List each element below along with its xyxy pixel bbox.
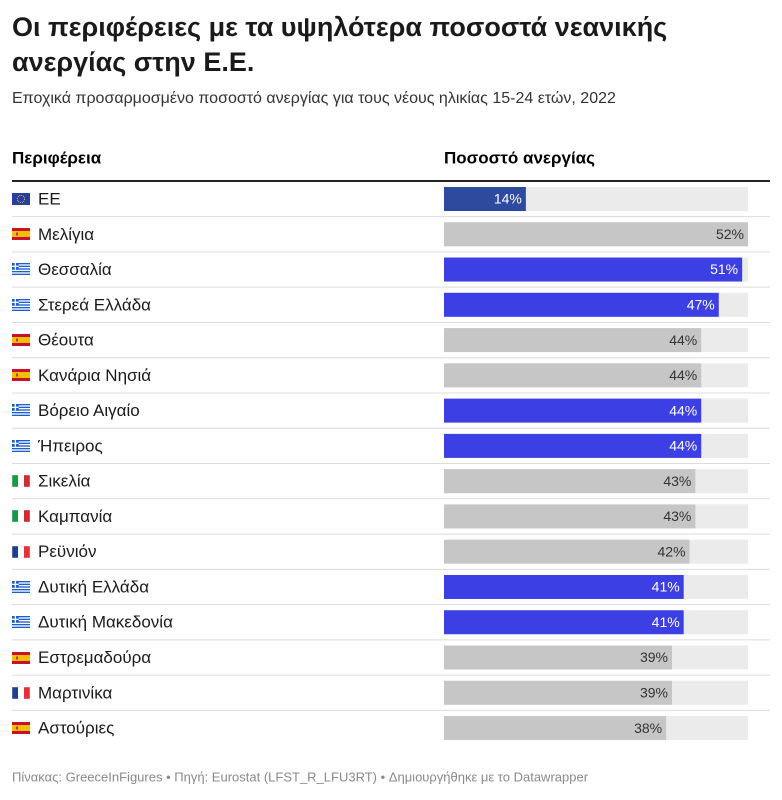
bar: [444, 610, 684, 635]
bar: [444, 398, 702, 423]
value-label: 39%: [640, 684, 668, 700]
bar: [444, 363, 702, 388]
value-label: 47%: [687, 297, 715, 313]
value-label: 43%: [663, 473, 691, 489]
value-label: 52%: [716, 226, 744, 242]
value-label: 42%: [658, 543, 686, 559]
bar: [444, 469, 696, 494]
row-label: Δυτική Ελλάδα: [38, 577, 149, 596]
row-label: Στερεά Ελλάδα: [38, 295, 151, 314]
value-label: 41%: [652, 579, 680, 595]
subtitle: Εποχικά προσαρμοσμένο ποσοστό ανεργίας γ…: [12, 90, 616, 107]
value-label: 41%: [652, 614, 680, 630]
bar: [444, 539, 690, 564]
bar: [444, 680, 672, 705]
bar: [444, 433, 702, 458]
value-label: 44%: [669, 367, 697, 383]
bar: [444, 328, 702, 353]
row-label: Θέουτα: [38, 331, 94, 350]
bar: [444, 716, 667, 741]
value-label: 38%: [634, 720, 662, 736]
row-label: Ήπειρος: [37, 436, 103, 455]
row-label: Καμπανία: [38, 507, 112, 526]
row-label: ΕΕ: [38, 189, 61, 208]
bar: [444, 257, 743, 282]
value-label: 51%: [710, 261, 738, 277]
bar: [444, 187, 526, 211]
bar: [444, 222, 748, 247]
column-header: Ποσοστό ανεργίας: [444, 148, 595, 167]
column-header: Περιφέρεια: [12, 148, 102, 167]
value-label: 39%: [640, 649, 668, 665]
value-label: 44%: [669, 438, 697, 454]
footer: Πίνακας: GreeceInFigures • Πηγή: Eurosta…: [12, 769, 589, 784]
bar: [444, 645, 672, 670]
row-label: Αστούριες: [38, 719, 114, 738]
value-label: 43%: [663, 508, 691, 524]
row-label: Μελίγια: [38, 225, 94, 244]
title: Οι περιφέρειες με τα υψηλότερα ποσοστά ν…: [12, 12, 668, 77]
row-label: Μαρτινίκα: [38, 683, 112, 702]
value-label: 44%: [669, 402, 697, 418]
row-label: Εστρεμαδούρα: [38, 648, 151, 667]
row-label: Κανάρια Νησιά: [38, 366, 151, 385]
value-label: 44%: [669, 332, 697, 348]
bar: [444, 292, 719, 317]
value-label: 14%: [494, 191, 522, 207]
row-label: Ρεϋνιόν: [38, 542, 96, 561]
bar: [444, 574, 684, 599]
row-label: Βόρειο Αιγαίο: [38, 401, 140, 420]
row-label: Σικελία: [38, 472, 91, 491]
row-label: Δυτική Μακεδονία: [38, 613, 173, 632]
bar: [444, 504, 696, 529]
row-label: Θεσσαλία: [38, 260, 112, 279]
